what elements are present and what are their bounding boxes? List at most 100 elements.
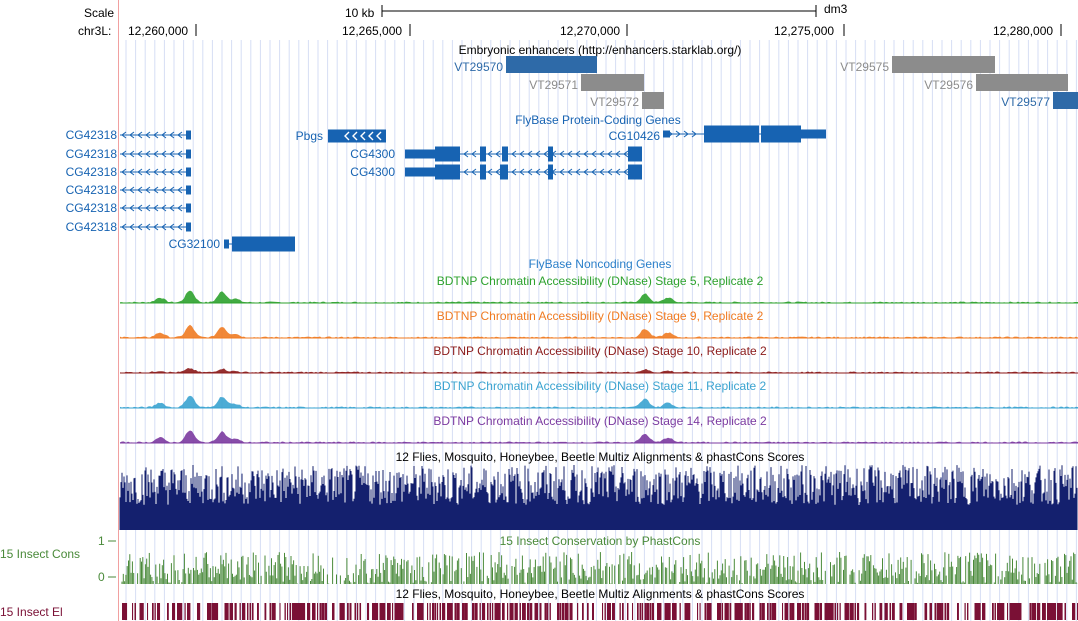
strand-arrow bbox=[683, 130, 689, 138]
strand-arrow bbox=[675, 130, 681, 138]
gene-exon bbox=[186, 203, 191, 213]
strand-arrow bbox=[535, 168, 541, 176]
gene-label-cg42318-4[interactable]: CG42318 bbox=[66, 183, 118, 197]
conserved-element bbox=[844, 603, 848, 620]
strand-arrow bbox=[137, 168, 143, 176]
conserved-element bbox=[482, 603, 486, 620]
gene-label-cg4300-2[interactable]: CG4300 bbox=[350, 165, 395, 179]
conserved-element bbox=[607, 603, 611, 620]
flybase-noncoding-track-title: FlyBase Noncoding Genes bbox=[529, 257, 672, 271]
enhancer-vt29576[interactable]: VT29576 bbox=[924, 74, 1068, 92]
conserved-element bbox=[752, 603, 755, 620]
conserved-element bbox=[167, 603, 169, 620]
conserved-element bbox=[784, 603, 788, 620]
strand-arrow bbox=[161, 150, 167, 158]
conserved-element bbox=[707, 603, 710, 620]
conserved-element bbox=[649, 603, 652, 620]
conserved-element bbox=[242, 603, 246, 620]
strand-arrow bbox=[145, 150, 151, 158]
gene-label-cg42318-2[interactable]: CG42318 bbox=[66, 147, 118, 161]
track-label-panel bbox=[0, 0, 118, 621]
gene-label-cg32100[interactable]: CG32100 bbox=[169, 237, 221, 251]
strand-arrow bbox=[129, 168, 135, 176]
conserved-element bbox=[709, 603, 712, 620]
conserved-element bbox=[717, 603, 720, 620]
conserved-element bbox=[727, 603, 729, 620]
conserved-element bbox=[1044, 603, 1046, 620]
gene-exon bbox=[663, 130, 670, 138]
strand-arrow bbox=[495, 150, 501, 158]
conserved-element bbox=[722, 603, 724, 620]
enhancer-vt29571[interactable]: VT29571 bbox=[529, 74, 644, 92]
gene-exon bbox=[480, 164, 486, 180]
gene-label-cg4300-1[interactable]: CG4300 bbox=[350, 147, 395, 161]
conserved-element bbox=[184, 603, 186, 620]
conserved-element bbox=[227, 603, 229, 620]
conserved-element bbox=[977, 603, 980, 620]
strand-arrow bbox=[161, 168, 167, 176]
enhancer-vt29575[interactable]: VT29575 bbox=[840, 56, 995, 74]
conserved-element bbox=[279, 603, 281, 620]
gene-exon bbox=[628, 146, 642, 162]
dnase-stage10-signal bbox=[120, 367, 1078, 374]
conserved-element bbox=[729, 603, 732, 620]
enhancer-vt29570[interactable]: VT29570 bbox=[454, 56, 597, 74]
conserved-element bbox=[577, 603, 579, 620]
conserved-element bbox=[967, 603, 969, 620]
conserved-element bbox=[509, 603, 513, 620]
conserved-element bbox=[332, 603, 335, 620]
conserved-element bbox=[302, 603, 306, 620]
conserved-element bbox=[139, 603, 143, 620]
strand-arrow bbox=[137, 131, 143, 139]
gene-label-cg42318-5[interactable]: CG42318 bbox=[66, 201, 118, 215]
gene-label-pbgs[interactable]: Pbgs bbox=[296, 129, 323, 143]
strand-arrow bbox=[511, 150, 517, 158]
conserved-element bbox=[864, 603, 867, 620]
strand-arrow bbox=[121, 223, 127, 231]
dnase-stage11-signal bbox=[120, 395, 1078, 409]
conserved-element bbox=[592, 603, 594, 620]
strand-arrow bbox=[145, 186, 151, 194]
strand-arrow bbox=[360, 131, 366, 141]
strand-arrow bbox=[352, 131, 358, 141]
gene-label-cg42318-3[interactable]: CG42318 bbox=[66, 165, 118, 179]
conserved-element bbox=[122, 603, 126, 620]
conserved-element bbox=[884, 603, 888, 620]
dnase-area bbox=[120, 430, 1078, 443]
gene-label-cg42318-6[interactable]: CG42318 bbox=[66, 220, 118, 234]
conserved-element bbox=[284, 603, 286, 620]
enhancer-vt29577[interactable]: VT29577 bbox=[1001, 92, 1078, 109]
conserved-element bbox=[124, 603, 128, 620]
strand-arrow bbox=[145, 168, 151, 176]
conserved-element bbox=[619, 603, 621, 620]
conserved-element bbox=[557, 603, 560, 620]
conserved-element bbox=[947, 603, 950, 620]
conserved-element bbox=[387, 603, 390, 620]
conserved-element bbox=[1064, 603, 1066, 620]
conserved-element bbox=[749, 603, 751, 620]
conserved-element bbox=[494, 603, 498, 620]
elements-side-label[interactable]: 15 Insect El bbox=[0, 605, 63, 619]
conserved-element bbox=[982, 603, 986, 620]
phastcons-side-label[interactable]: 15 Insect Cons bbox=[0, 547, 80, 561]
conserved-element bbox=[1034, 603, 1037, 620]
conserved-element bbox=[699, 603, 701, 620]
conserved-element bbox=[462, 603, 465, 620]
enhancer-block bbox=[1053, 92, 1078, 109]
conserved-element bbox=[849, 603, 853, 620]
strand-arrow bbox=[153, 150, 159, 158]
strand-arrow bbox=[121, 131, 127, 139]
conserved-element bbox=[357, 603, 359, 620]
conserved-element bbox=[439, 603, 442, 620]
enhancer-vt29572[interactable]: VT29572 bbox=[590, 92, 664, 109]
conserved-element bbox=[1032, 603, 1036, 620]
conserved-element bbox=[489, 603, 492, 620]
conserved-element bbox=[814, 603, 818, 620]
conserved-element bbox=[247, 603, 249, 620]
enhancer-label: VT29572 bbox=[590, 95, 639, 109]
conserved-element bbox=[684, 603, 688, 620]
gene-label-cg42318-1[interactable]: CG42318 bbox=[66, 128, 118, 142]
gene-label-cg10426[interactable]: CG10426 bbox=[609, 129, 661, 143]
